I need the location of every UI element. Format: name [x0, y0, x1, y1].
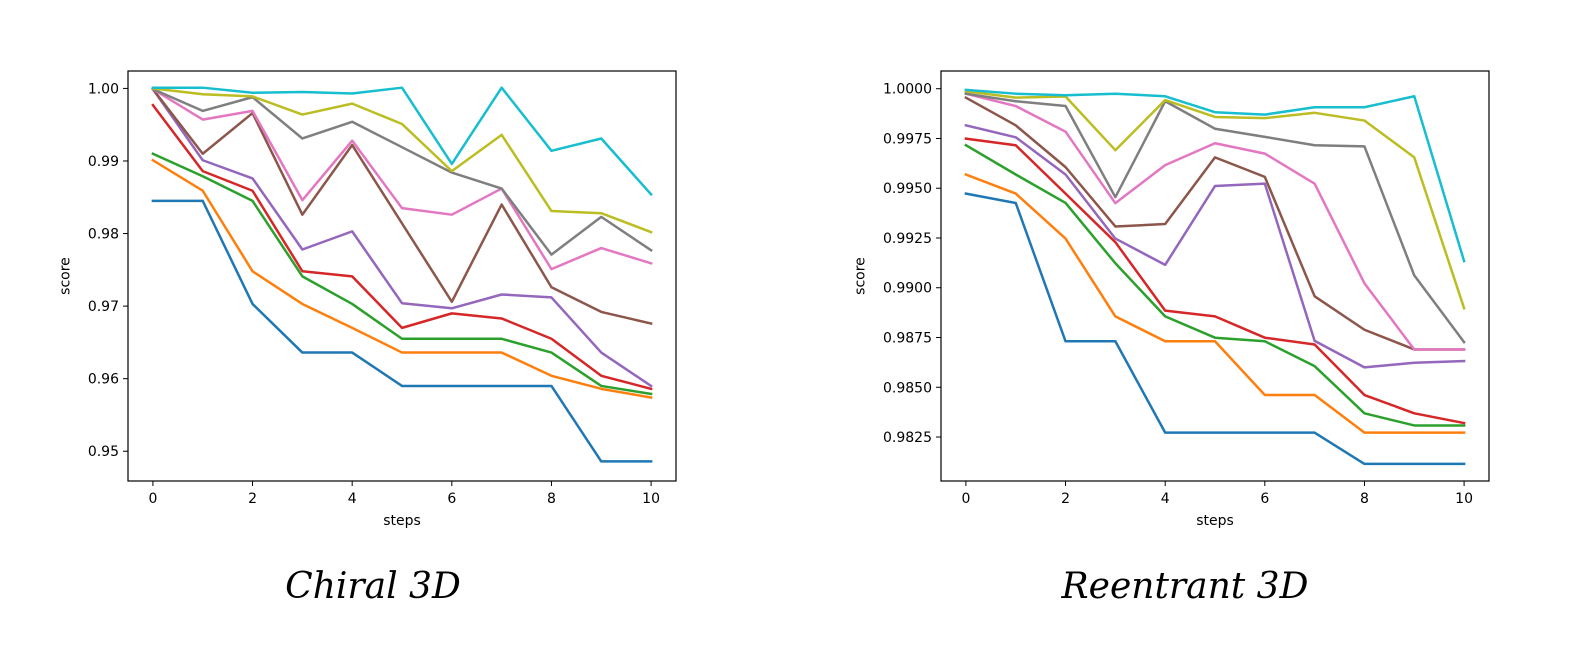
panel-caption: Chiral 3D — [285, 566, 461, 607]
series-line-8 — [151, 87, 653, 234]
x-tick-label: 2 — [248, 491, 257, 507]
series-line-0 — [151, 199, 653, 463]
x-tick-label: 6 — [1260, 491, 1269, 507]
chart-panel-0: 0 2 4 6 8 10 0.95 0.96 0.97 0.98 0.99 1.00 steps scor… — [57, 70, 677, 607]
series-line-2 — [964, 143, 1466, 427]
series-line-7 — [151, 87, 653, 256]
series-line-3 — [964, 137, 1466, 425]
y-tick-label: 0.9925 — [883, 231, 932, 247]
x-tick-label: 10 — [1455, 491, 1473, 507]
y-tick-label: 0.9875 — [883, 331, 932, 347]
x-tick-label: 6 — [447, 491, 456, 507]
x-tick-label: 0 — [961, 491, 970, 507]
y-tick-label: 1.0000 — [883, 82, 932, 98]
series-line-4 — [151, 87, 653, 388]
series-line-7 — [964, 92, 1466, 344]
plot-frame — [940, 70, 1490, 482]
series-line-1 — [964, 172, 1466, 434]
y-tick-label: 0.9950 — [883, 181, 932, 197]
y-tick-label: 0.9825 — [883, 430, 932, 446]
y-axis-label: score — [57, 257, 73, 295]
x-tick-label: 0 — [148, 491, 157, 507]
y-tick-label: 1.00 — [88, 81, 119, 97]
series-line-3 — [151, 103, 653, 391]
panel-caption: Reentrant 3D — [1061, 566, 1309, 607]
y-tick-label: 0.99 — [88, 154, 119, 170]
y-tick-label: 0.9850 — [883, 380, 932, 396]
series-line-4 — [964, 123, 1466, 369]
x-tick-label: 8 — [547, 491, 556, 507]
x-axis-label: steps — [1196, 513, 1234, 529]
y-axis-label: score — [853, 257, 869, 295]
series-line-9 — [151, 86, 653, 197]
series-line-0 — [964, 192, 1466, 466]
series-line-6 — [151, 87, 653, 271]
y-tick-label: 0.95 — [88, 444, 119, 460]
y-tick-label: 0.97 — [88, 299, 119, 315]
y-tick-label: 0.96 — [88, 372, 119, 388]
x-axis-label: steps — [383, 513, 421, 529]
plot-frame — [127, 70, 677, 482]
series-line-5 — [964, 95, 1466, 351]
chart-panel-1: 0 2 4 6 8 10 0.9825 0.9850 0.9875 0.9900 0.9925 0.9… — [853, 70, 1490, 607]
x-tick-label: 4 — [1161, 491, 1170, 507]
x-tick-label: 8 — [1360, 491, 1369, 507]
series-line-1 — [151, 158, 653, 399]
y-tick-label: 0.9975 — [883, 131, 932, 147]
x-tick-label: 10 — [642, 491, 660, 507]
series-line-2 — [151, 152, 653, 396]
series-line-6 — [964, 92, 1466, 351]
x-tick-label: 4 — [348, 491, 357, 507]
y-tick-label: 0.98 — [88, 227, 119, 243]
x-tick-label: 2 — [1061, 491, 1070, 507]
y-tick-label: 0.9900 — [883, 281, 932, 297]
series-line-8 — [964, 89, 1466, 310]
series-line-9 — [964, 88, 1466, 263]
series-line-5 — [151, 87, 653, 326]
